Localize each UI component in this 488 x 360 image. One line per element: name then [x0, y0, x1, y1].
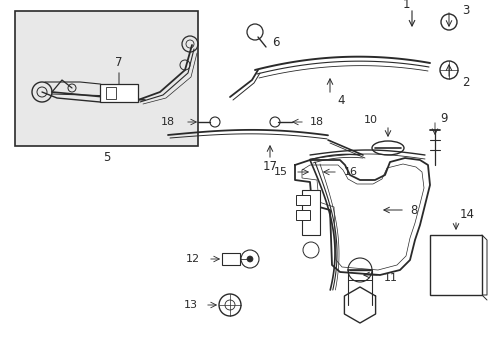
Text: 6: 6	[271, 36, 279, 49]
Text: 7: 7	[115, 55, 122, 68]
Text: 18: 18	[309, 117, 324, 127]
Text: 9: 9	[439, 112, 447, 125]
Circle shape	[246, 256, 252, 262]
Text: 15: 15	[273, 167, 287, 177]
Bar	[295, 195, 309, 205]
Text: 2: 2	[461, 76, 468, 89]
Text: 12: 12	[185, 254, 200, 264]
Text: 1: 1	[402, 0, 409, 12]
Text: 14: 14	[459, 208, 474, 221]
Text: 13: 13	[183, 300, 198, 310]
Bar	[295, 210, 309, 220]
Text: 16: 16	[343, 167, 357, 177]
Text: 18: 18	[161, 117, 175, 127]
Bar	[222, 253, 240, 265]
Bar	[429, 235, 481, 295]
Bar	[15, 11, 198, 146]
Bar	[106, 87, 116, 99]
Text: 17: 17	[262, 161, 277, 174]
Bar	[302, 190, 319, 235]
Text: 11: 11	[383, 273, 397, 283]
Text: 4: 4	[336, 94, 344, 107]
Text: 10: 10	[363, 115, 377, 125]
Bar	[100, 84, 138, 102]
Text: 3: 3	[461, 4, 468, 17]
Text: 8: 8	[409, 203, 417, 216]
Text: 5: 5	[102, 151, 110, 164]
